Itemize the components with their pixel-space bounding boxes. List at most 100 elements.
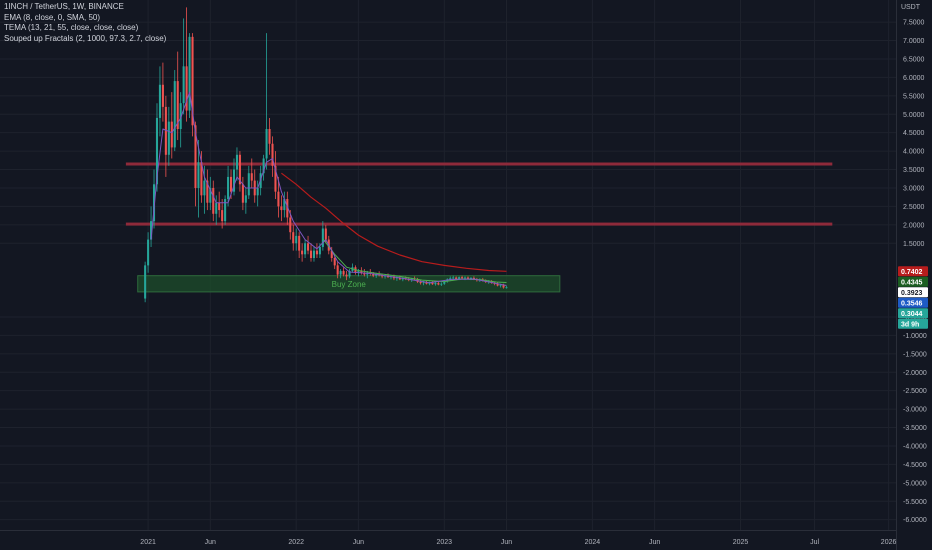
candle-body [309, 250, 313, 258]
candle-body [466, 277, 470, 279]
x-tick-label: Jun [353, 539, 364, 546]
candle-body [229, 176, 233, 192]
currency-label: USDT [900, 4, 920, 11]
candle-body [232, 169, 236, 192]
ema-fast-line [322, 238, 507, 283]
candle-body [357, 270, 360, 273]
candle-body [241, 184, 244, 203]
y-tick-label: -1.0000 [903, 333, 927, 340]
candle-body [295, 235, 298, 244]
chart-legend[interactable]: 1INCH / TetherUS, 1W, BINANCE EMA (8, cl… [4, 2, 166, 44]
candle-body [256, 187, 259, 196]
candle-body [505, 287, 508, 289]
candle-body [188, 36, 191, 111]
price-tag-bg [898, 276, 928, 287]
x-tick-label: 2021 [140, 539, 156, 546]
candle-body [268, 128, 271, 144]
price-tag-label: 0.3923 [901, 290, 923, 297]
candle-body [170, 121, 173, 148]
candle-body [150, 221, 153, 240]
candle-body [215, 202, 218, 214]
candle-body [209, 187, 212, 203]
candle-body [286, 199, 289, 218]
x-tick-label: 2023 [437, 539, 453, 546]
resistance-line [125, 222, 833, 226]
price-tag-bg [898, 266, 928, 277]
candle-body [221, 210, 224, 222]
candle-body [179, 103, 182, 129]
price-tag-label: 3d 9h [901, 321, 919, 328]
candle-body [437, 283, 440, 285]
candle-body [147, 239, 150, 266]
candle-body [280, 206, 283, 211]
candle-body [428, 282, 431, 284]
candle-body [363, 272, 366, 275]
candle-body [469, 277, 472, 279]
candle-body [206, 180, 209, 203]
x-tick-label: 2022 [288, 539, 304, 546]
x-tick-label: Jul [810, 539, 819, 546]
candle-body [271, 143, 274, 166]
candle-body [144, 265, 147, 299]
candle-body [194, 125, 197, 188]
candle-body [158, 84, 161, 118]
candle-body [339, 270, 342, 275]
candle-body [419, 281, 422, 284]
candle-body [324, 228, 327, 240]
candle-body [461, 277, 464, 279]
candle-body [200, 162, 203, 196]
candle-body [212, 187, 215, 214]
x-tick-label: 2026 [881, 539, 897, 546]
candle-body [203, 180, 206, 196]
candle-body [155, 117, 159, 185]
indicator-fractals[interactable]: Souped up Fractals (2, 1000, 97.3, 2.7, … [4, 33, 167, 43]
candle-body [431, 282, 434, 285]
candle-body [307, 243, 310, 251]
y-tick-label: 4.0000 [903, 149, 925, 156]
y-tick-label: -5.5000 [903, 499, 927, 506]
price-tags: 0.7402 0.4345 0.3923 0.3546 0.3044 3d 9h [898, 266, 928, 329]
candle-body [372, 273, 375, 276]
candle-body [315, 250, 318, 255]
y-tick-label: 5.0000 [903, 112, 925, 119]
indicator-ema[interactable]: EMA (8, close, 0, SMA, 50) [4, 12, 101, 22]
candle-body [227, 176, 230, 200]
indicator-tema[interactable]: TEMA (13, 21, 55, close, close, close) [4, 23, 139, 32]
buy-zone-label: Buy Zone [332, 280, 367, 289]
candle-body [312, 250, 316, 258]
y-tick-label: 2.5000 [903, 204, 925, 211]
candle-body [238, 154, 241, 185]
candle-body [321, 228, 324, 247]
time-axis[interactable]: 2021 Jun 2022 Jun 2023 Jun 2024 Jun 2025 Jul 2026 [0, 530, 897, 547]
candle-body [443, 281, 446, 284]
y-tick-label: 7.5000 [903, 20, 925, 27]
candle-body [333, 257, 336, 266]
candle-body [336, 265, 339, 275]
symbol-title[interactable]: 1INCH / TetherUS, 1W, BINANCE [4, 2, 124, 11]
candle-body [452, 277, 455, 279]
candle-body [197, 162, 200, 188]
price-tag-bg [898, 287, 928, 298]
candle-body [304, 243, 307, 255]
candle-body [342, 270, 345, 275]
candle-body [173, 81, 176, 148]
y-tick-label: 6.5000 [903, 56, 925, 63]
y-tick-label: -5.0000 [903, 480, 927, 487]
y-tick-label: 1.5000 [903, 241, 925, 248]
candle-body [375, 274, 378, 276]
y-tick-label: 5.5000 [903, 93, 925, 100]
candle-body [422, 282, 425, 284]
y-tick-label: -1.5000 [903, 351, 927, 358]
candle-body [440, 283, 443, 285]
y-tick-label: -3.0000 [903, 407, 927, 414]
candle-body [262, 158, 265, 174]
candle-body [458, 277, 461, 280]
y-tick-label: 4.5000 [903, 130, 925, 137]
price-tag-bg [898, 318, 928, 329]
y-tick-label: -2.0000 [903, 370, 927, 377]
candle-body [244, 195, 247, 203]
price-tag-label: 0.3044 [901, 311, 923, 318]
indicator-lines [150, 91, 507, 286]
